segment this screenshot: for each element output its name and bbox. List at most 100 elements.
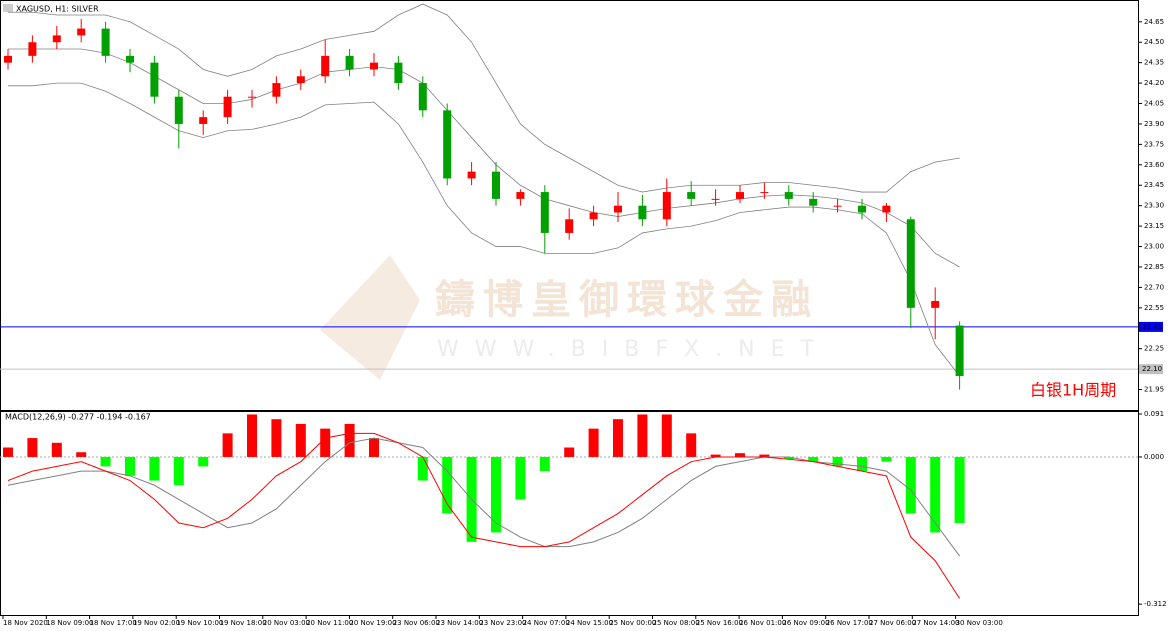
histogram-bar xyxy=(783,456,794,460)
histogram-bar xyxy=(539,456,550,472)
histogram-bar xyxy=(295,423,306,457)
y-tick-label: 24.50 xyxy=(1144,38,1164,46)
candle-body xyxy=(614,205,622,213)
x-tick-label: 19 Nov 18:00 xyxy=(220,619,267,627)
candle-body xyxy=(638,205,647,220)
candle-body xyxy=(443,110,452,179)
histogram-bar xyxy=(954,456,965,524)
candle-body xyxy=(931,301,940,308)
histogram-bar xyxy=(515,456,526,500)
histogram-bar xyxy=(661,414,672,457)
y-tick-label: 22.85 xyxy=(1144,263,1164,271)
histogram-bar xyxy=(881,456,892,462)
histogram-bar xyxy=(442,456,453,514)
bollinger-middle xyxy=(8,48,960,268)
y-tick-label: 23.45 xyxy=(1144,181,1164,189)
candle-body xyxy=(418,83,427,111)
candle-body xyxy=(4,55,12,63)
histogram-bar xyxy=(149,456,160,481)
x-tick-label: 23 Nov 06:00 xyxy=(393,619,440,627)
candle-body xyxy=(174,96,183,124)
y-tick-label: 22.70 xyxy=(1144,283,1164,291)
x-tick-label: 26 Nov 09:00 xyxy=(782,619,829,627)
candle-body xyxy=(394,62,403,84)
histogram-bar xyxy=(76,452,87,457)
y-tick-label: 23.00 xyxy=(1144,243,1164,251)
signal-line xyxy=(7,437,961,557)
chart-title: XAGUSD, H1: SILVER xyxy=(16,5,99,14)
x-tick-label: 26 Nov 17:00 xyxy=(826,619,873,627)
y-tick-label: 24.05 xyxy=(1144,100,1164,108)
y-tick-label: 0.000 xyxy=(1144,453,1164,461)
x-tick-label: 27 Nov 14:00 xyxy=(912,619,959,627)
histogram-bar xyxy=(173,456,184,486)
candle-body xyxy=(492,171,500,199)
histogram-bar xyxy=(710,454,721,457)
candle-body xyxy=(467,171,476,179)
symbol-icon xyxy=(3,4,13,12)
x-tick-label: 23 Nov 14:00 xyxy=(436,619,483,627)
macd-frame xyxy=(0,411,1139,616)
candle-body xyxy=(370,62,378,70)
candle-body xyxy=(28,42,37,56)
histogram-bar xyxy=(3,447,13,457)
candle-body xyxy=(565,219,574,233)
watermark: 鑄博皇御環球金融 WWW.BIBFX.NET xyxy=(320,255,819,380)
candle-body xyxy=(248,96,256,98)
y-tick-label: 24.35 xyxy=(1144,59,1164,67)
candle-body xyxy=(858,205,866,213)
price-label-box xyxy=(1139,364,1163,375)
x-tick-label: 26 Nov 01:00 xyxy=(739,619,786,627)
x-tick-label: 18 Nov 17:00 xyxy=(90,619,137,627)
candle-body xyxy=(345,55,354,70)
histogram-bar xyxy=(686,433,697,457)
histogram-bar xyxy=(51,442,62,457)
histogram-bar xyxy=(491,456,501,533)
histogram-bar xyxy=(369,438,379,457)
candle-body xyxy=(589,212,598,220)
histogram-bar xyxy=(613,419,623,457)
bollinger-lower xyxy=(8,82,960,377)
histogram-bar xyxy=(905,456,916,514)
x-tick-label: 25 Nov 08:00 xyxy=(653,619,700,627)
x-tick-label: 20 Nov 19:00 xyxy=(349,619,396,627)
candle-body xyxy=(199,117,208,124)
histogram-bar xyxy=(247,414,257,457)
candle-body xyxy=(736,192,744,199)
x-tick-label: 24 Nov 15:00 xyxy=(566,619,613,627)
candle-body xyxy=(223,96,232,118)
histogram-bar xyxy=(930,456,941,533)
histogram-bar xyxy=(735,453,745,457)
x-tick-label: 20 Nov 03:00 xyxy=(263,619,310,627)
histogram-bar xyxy=(100,456,111,467)
x-tick-label: 25 Nov 16:00 xyxy=(696,619,743,627)
x-tick-label: 23 Nov 23:00 xyxy=(479,619,526,627)
candle-body xyxy=(760,192,769,194)
macd-line xyxy=(7,432,961,599)
histogram-bar xyxy=(832,456,843,467)
histogram-bar xyxy=(198,456,209,467)
histogram-bar xyxy=(564,447,575,457)
watermark-text: 鑄博皇御環球金融 xyxy=(434,277,819,323)
x-tick-label: 19 Nov 02:00 xyxy=(133,619,180,627)
candle-body xyxy=(77,28,86,36)
candle-body xyxy=(52,35,61,43)
candle-body xyxy=(882,205,891,213)
histogram-bar xyxy=(271,419,282,457)
bollinger-upper xyxy=(8,3,960,193)
x-tick-label: 18 Nov 2020 xyxy=(3,619,48,627)
candle-body xyxy=(321,55,330,77)
price-label: 22.10 xyxy=(1142,365,1162,373)
histogram-bar xyxy=(808,456,819,462)
candle-body xyxy=(711,198,720,200)
x-tick-label: 18 Nov 09:00 xyxy=(46,619,93,627)
y-tick-label: 0.091 xyxy=(1144,410,1164,418)
y-tick-label: 23.90 xyxy=(1144,120,1164,128)
y-tick-label: 23.60 xyxy=(1144,161,1164,169)
candle-body xyxy=(833,205,842,207)
x-tick-label: 19 Nov 10:00 xyxy=(176,619,223,627)
y-tick-label: 24.20 xyxy=(1144,79,1164,87)
x-tick-label: 30 Nov 03:00 xyxy=(956,619,1003,627)
histogram-bar xyxy=(27,438,38,457)
